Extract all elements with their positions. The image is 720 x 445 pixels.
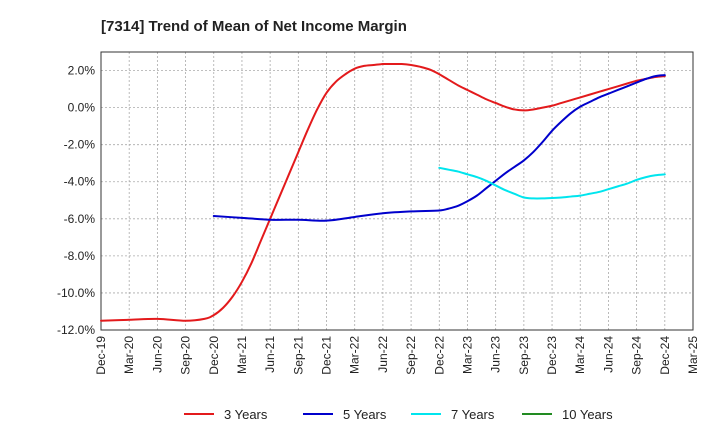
- plot-frame: [100, 51, 694, 331]
- y-tick-label: 0.0%: [68, 101, 96, 115]
- series-layer: [100, 62, 666, 322]
- x-tick-label: Dec-19: [94, 336, 108, 375]
- x-tick-label: Jun-22: [376, 336, 390, 373]
- x-tick-label: Mar-21: [235, 336, 249, 374]
- x-tick-label: Sep-21: [291, 336, 305, 375]
- series-line-5-years: [212, 74, 666, 222]
- x-tick-label: Sep-20: [179, 336, 193, 375]
- x-tick-label: Dec-20: [207, 336, 221, 375]
- x-tick-label: Mar-22: [348, 336, 362, 374]
- series-line-3-years: [100, 62, 666, 322]
- x-tick-label: Jun-24: [601, 336, 615, 373]
- x-tick-label: Jun-20: [150, 336, 164, 373]
- x-tick-label: Sep-24: [630, 336, 644, 375]
- y-tick-label: 2.0%: [68, 64, 96, 78]
- x-tick-label: Mar-23: [460, 336, 474, 374]
- x-tick-label: Dec-24: [658, 336, 672, 375]
- x-tick-label: Mar-25: [686, 336, 700, 374]
- x-tick-label: Dec-23: [545, 336, 559, 375]
- x-tick-label: Jun-23: [489, 336, 503, 373]
- x-tick-label: Mar-20: [122, 336, 136, 374]
- x-tick-label: Dec-22: [432, 336, 446, 375]
- y-tick-label: -4.0%: [64, 175, 96, 189]
- legend-label: 10 Years: [562, 407, 613, 422]
- legend: 3 Years 5 Years 7 Years 10 Years: [184, 407, 613, 422]
- x-tick-label: Sep-22: [404, 336, 418, 375]
- x-tick-label: Jun-21: [263, 336, 277, 373]
- chart-title: [7314] Trend of Mean of Net Income Margi…: [101, 18, 407, 35]
- y-tick-label: -6.0%: [64, 212, 96, 226]
- legend-label: 5 Years: [343, 407, 387, 422]
- axis-layer: Dec-19 Mar-20 Jun-20 Sep-20 Dec-20 Mar-21 Jun-…: [57, 51, 700, 375]
- y-tick-label: -12.0%: [57, 323, 95, 337]
- series-line-7-years: [438, 166, 666, 200]
- legend-label: 7 Years: [451, 407, 495, 422]
- x-tick-label: Dec-21: [320, 336, 334, 375]
- y-tick-label: -10.0%: [57, 286, 95, 300]
- y-tick-label: -8.0%: [64, 249, 96, 263]
- y-tick-label: -2.0%: [64, 138, 96, 152]
- legend-label: 3 Years: [224, 407, 268, 422]
- x-tick-label: Sep-23: [517, 336, 531, 375]
- x-tick-label: Mar-24: [573, 336, 587, 374]
